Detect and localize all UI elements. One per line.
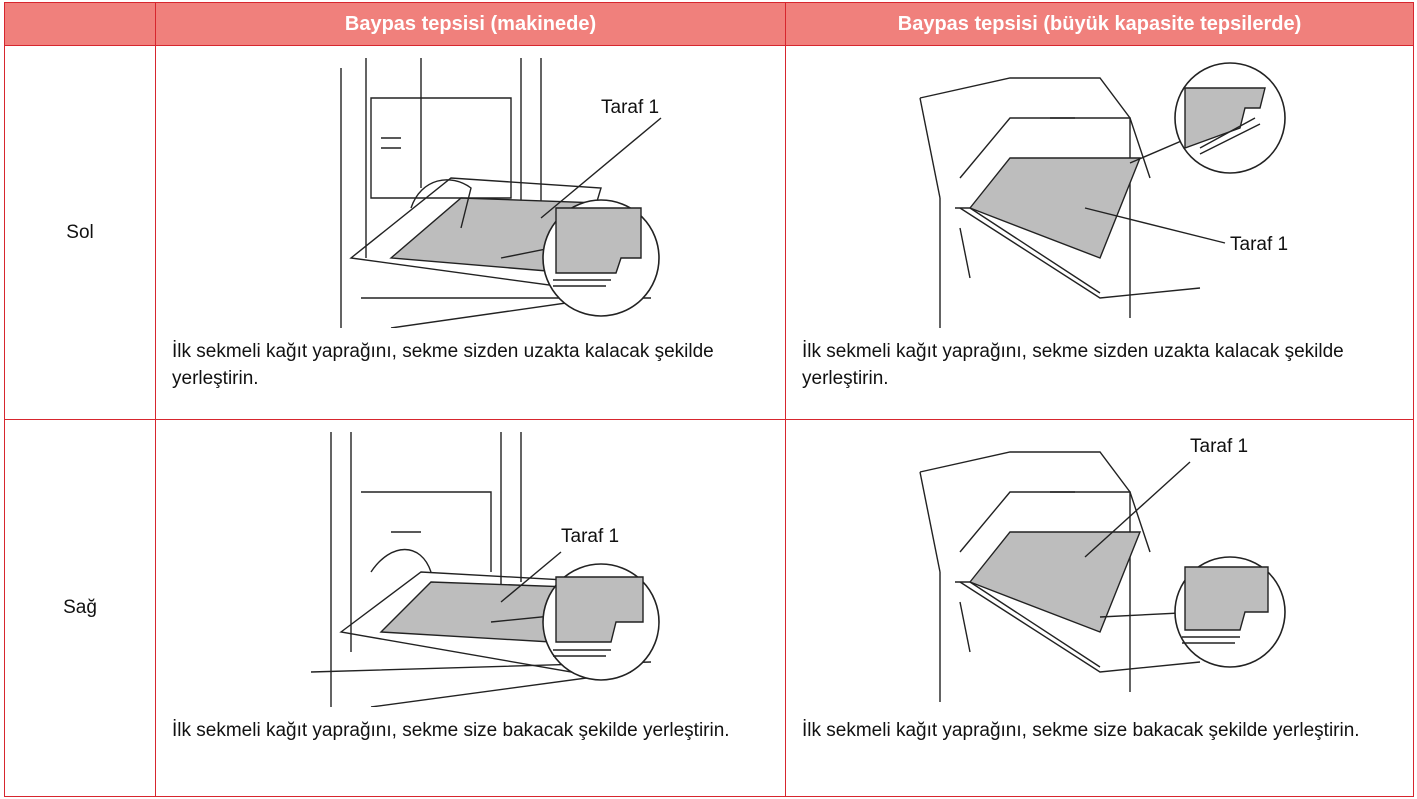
callout: Taraf 1: [601, 97, 659, 118]
callout: Taraf 1: [561, 526, 619, 547]
header-cell: Baypas tepsisi (büyük kapasite tepsilerd…: [785, 2, 1414, 46]
illustration: Taraf 1: [918, 62, 1288, 328]
instruction-table: Baypas tepsisi (makinede) Baypas tepsisi…: [4, 2, 1414, 797]
cell: Taraf 1 İlk sekmeli kağıt yaprağını, sek…: [785, 419, 1414, 797]
row: Sağ Taraf 1 İlk sekmeli kağıt yaprağını,…: [4, 419, 1414, 797]
caption: İlk sekmeli kağıt yaprağını, sekme sizde…: [172, 341, 714, 389]
row: Sol Taraf 1 İlk sekmeli kağıt yaprağını,…: [4, 45, 1414, 420]
illustration: Taraf 1: [339, 58, 661, 328]
row-label: Sol: [4, 45, 156, 420]
header-cell: [4, 2, 156, 46]
callout: Taraf 1: [1230, 234, 1288, 255]
header-row: Baypas tepsisi (makinede) Baypas tepsisi…: [4, 2, 1414, 46]
caption: İlk sekmeli kağıt yaprağını, sekme size …: [172, 720, 730, 741]
callout: Taraf 1: [1190, 436, 1248, 457]
illustration: Taraf 1: [918, 436, 1286, 702]
cell: Taraf 1 İlk sekmeli kağıt yaprağını, sek…: [155, 45, 786, 420]
cell: Taraf 1 İlk sekmeli kağıt yaprağını, sek…: [155, 419, 786, 797]
caption: İlk sekmeli kağıt yaprağını, sekme sizde…: [802, 341, 1344, 389]
cell: Taraf 1 İlk sekmeli kağıt yaprağını, sek…: [785, 45, 1414, 420]
illustration: Taraf 1: [310, 432, 660, 707]
caption: İlk sekmeli kağıt yaprağını, sekme size …: [802, 720, 1360, 741]
header-cell: Baypas tepsisi (makinede): [155, 2, 786, 46]
row-label: Sağ: [4, 419, 156, 797]
